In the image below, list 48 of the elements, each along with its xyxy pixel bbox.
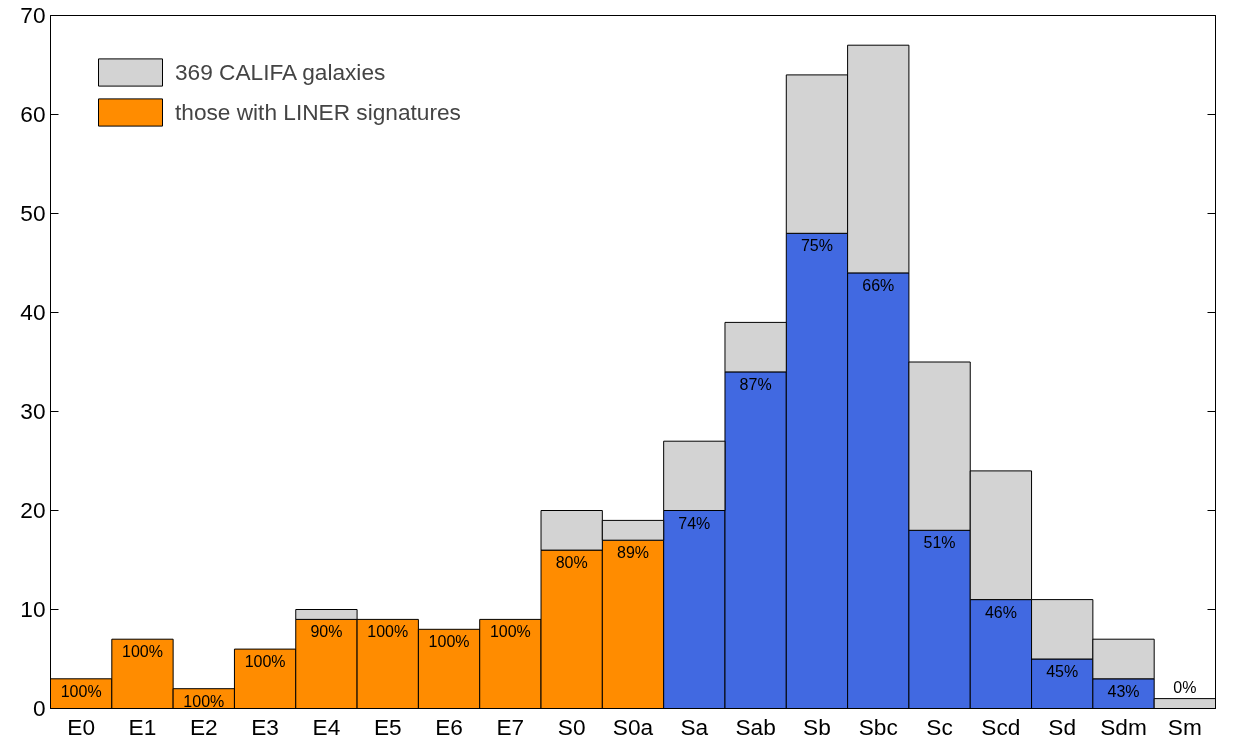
annotation: 87% — [739, 375, 772, 393]
annotation: 80% — [555, 554, 588, 572]
x-tick-label: Sbc — [858, 713, 898, 740]
annotation: 74% — [678, 514, 711, 532]
x-tick-label: E5 — [373, 713, 402, 740]
legend-label: those with LINER signatures — [175, 98, 461, 126]
y-tick-label: 70 — [20, 2, 46, 28]
annotation: 100% — [244, 653, 286, 671]
annotation: 100% — [183, 692, 225, 710]
annotation: 75% — [800, 237, 833, 255]
annotation: 43% — [1107, 682, 1140, 700]
x-tick-label: S0 — [557, 713, 586, 740]
x-tick-label: E1 — [128, 713, 157, 740]
y-tick-label: 30 — [20, 398, 46, 424]
annotation: 89% — [616, 544, 650, 562]
annotation: 100% — [60, 682, 102, 700]
y-tick-label: 50 — [20, 200, 46, 226]
x-tick-label: Sa — [680, 713, 709, 740]
x-tick-label: Scd — [981, 713, 1021, 740]
x-tick-label: Sdm — [1100, 713, 1147, 740]
annotation: 45% — [1046, 663, 1079, 680]
y-tick-label: 20 — [20, 497, 46, 523]
annotation: 100% — [428, 633, 470, 651]
annotation: 51% — [923, 534, 956, 552]
x-tick-label: Sab — [735, 713, 776, 740]
x-tick-label: E3 — [251, 713, 279, 740]
annotation: 90% — [310, 623, 343, 641]
annotation: 100% — [489, 623, 531, 641]
x-tick-label: Sb — [803, 713, 831, 740]
x-tick-label: E4 — [312, 713, 341, 740]
annotation: 66% — [862, 276, 895, 294]
x-tick-label: Sc — [926, 713, 953, 740]
legend-label: 369 CALIFA galaxies — [175, 58, 386, 86]
x-tick-label: E7 — [496, 713, 525, 740]
y-tick-label: 60 — [20, 101, 46, 127]
x-tick-label: E0 — [67, 713, 96, 740]
annotation: 100% — [367, 623, 409, 641]
annotation: 100% — [122, 643, 163, 661]
x-tick-label: E6 — [435, 713, 463, 740]
x-tick-label: E2 — [189, 713, 218, 740]
x-tick-label: S0a — [612, 713, 654, 740]
annotation: 0% — [1173, 678, 1197, 696]
annotation: 46% — [984, 603, 1017, 621]
y-tick-label: 10 — [20, 596, 46, 622]
y-tick-label: 40 — [20, 299, 46, 325]
x-tick-label: Sd — [1048, 713, 1077, 740]
y-tick-label: 0 — [32, 695, 46, 721]
x-tick-label: Sm — [1167, 713, 1202, 740]
